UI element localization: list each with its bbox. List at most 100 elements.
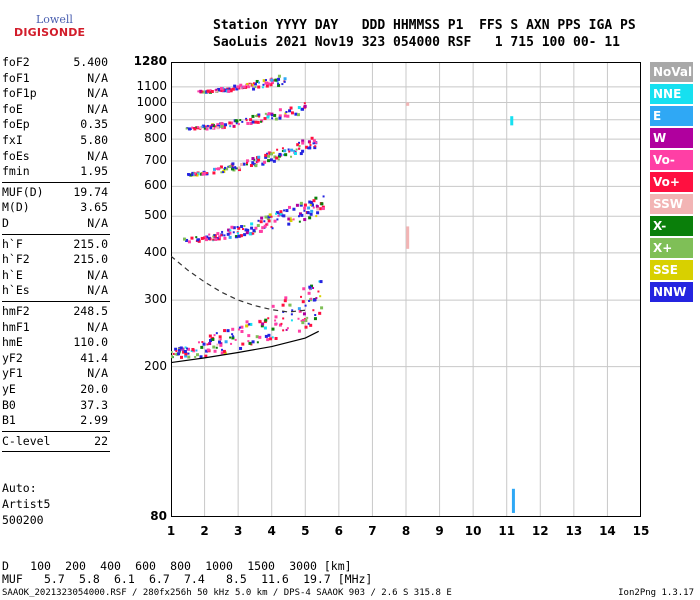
echo-point	[315, 215, 318, 218]
echo-point	[232, 125, 235, 128]
x-tick-label: 13	[565, 524, 583, 538]
echo-point	[219, 338, 222, 341]
digisonde-logo: Lowell DIGISONDE	[6, 8, 85, 42]
echo-point	[263, 224, 267, 228]
echo-point	[210, 89, 214, 93]
echo-point	[187, 347, 191, 351]
param-value: 3.65	[80, 200, 108, 215]
echo-point	[248, 341, 252, 345]
legend-item: NoVal	[650, 62, 693, 82]
echo-point	[261, 322, 265, 326]
param-row: h`F 215.0	[2, 237, 108, 252]
echo-point	[201, 124, 205, 128]
echo-point	[295, 148, 298, 151]
echo-point	[270, 81, 274, 85]
echo-point	[300, 295, 303, 298]
param-label: foF1p	[2, 86, 37, 101]
echo-point	[312, 287, 315, 290]
echo-point	[223, 236, 227, 240]
echo-point	[236, 85, 240, 89]
param-row: yF1 N/A	[2, 366, 108, 381]
echo-point	[243, 225, 246, 228]
param-row: yF2 41.4	[2, 351, 108, 366]
param-value: 2.99	[80, 413, 108, 428]
echo-point	[183, 349, 187, 353]
echo-point	[185, 127, 188, 130]
echo-point	[283, 77, 287, 81]
echo-point	[261, 226, 265, 230]
echo-point	[264, 215, 268, 219]
echo-point	[231, 166, 234, 169]
echo-point	[216, 343, 219, 346]
echo-point	[201, 172, 204, 175]
echo-point	[230, 121, 234, 125]
echo-point	[252, 229, 256, 233]
echo-point	[310, 200, 314, 204]
param-value: N/A	[87, 267, 108, 282]
echo-point	[212, 345, 216, 349]
param-row: foEs N/A	[2, 149, 108, 164]
echo-point	[312, 139, 316, 143]
echo-point	[257, 85, 261, 89]
echo-point	[300, 319, 303, 322]
echo-point	[309, 144, 312, 147]
echo-point	[228, 87, 231, 90]
echo-point	[313, 317, 317, 321]
echo-point	[213, 349, 217, 353]
echo-point	[222, 349, 226, 353]
echo-point	[315, 297, 318, 300]
echo-point	[282, 153, 285, 156]
echo-point	[234, 166, 237, 169]
echo-point	[234, 338, 237, 341]
echo-point	[194, 172, 197, 175]
echo-point	[184, 354, 188, 358]
param-row: foEp 0.35	[2, 117, 108, 132]
echo-point	[267, 82, 271, 86]
echo-point	[262, 79, 266, 83]
param-row: B0 37.3	[2, 398, 108, 413]
echo-point	[250, 226, 254, 230]
param-value: N/A	[87, 86, 108, 101]
echo-point	[237, 226, 241, 230]
echo-point	[177, 348, 181, 352]
x-tick-label: 9	[435, 524, 444, 538]
param-label: h`F2	[2, 252, 30, 267]
echo-point	[264, 153, 268, 157]
x-tick-label: 7	[368, 524, 377, 538]
echo-point	[302, 287, 306, 291]
param-value: 22	[94, 433, 108, 448]
interference-streak	[511, 488, 515, 513]
echo-point	[195, 353, 199, 357]
echo-point	[254, 120, 258, 124]
echo-point	[257, 160, 260, 163]
auto-label: Auto:	[2, 481, 37, 495]
echo-point	[314, 314, 317, 317]
echo-point	[264, 79, 267, 82]
echo-point	[312, 298, 316, 302]
echo-point	[239, 346, 243, 350]
echo-point	[205, 235, 209, 239]
echo-point	[197, 239, 201, 243]
param-row: hmF2 248.5	[2, 304, 108, 319]
echo-point	[301, 141, 305, 145]
echo-point	[171, 351, 173, 354]
param-row: hmF1 N/A	[2, 320, 108, 335]
echo-point	[296, 143, 300, 147]
echo-point	[293, 149, 296, 152]
param-row: h`Es N/A	[2, 283, 108, 298]
echo-point	[249, 322, 253, 326]
echo-point	[264, 318, 268, 322]
echo-point	[177, 352, 181, 356]
param-value: 248.5	[73, 304, 108, 318]
x-tick-label: 14	[599, 524, 616, 538]
echo-point	[295, 203, 299, 207]
echo-point	[253, 82, 257, 86]
logo-lowell-text: Lowell	[36, 13, 73, 26]
echo-point	[278, 323, 282, 327]
echo-point	[223, 168, 226, 171]
echo-point	[185, 238, 189, 242]
echo-point	[319, 280, 323, 284]
echo-point	[308, 299, 311, 302]
param-row: h`E N/A	[2, 268, 108, 283]
legend-item: SSE	[650, 260, 693, 280]
